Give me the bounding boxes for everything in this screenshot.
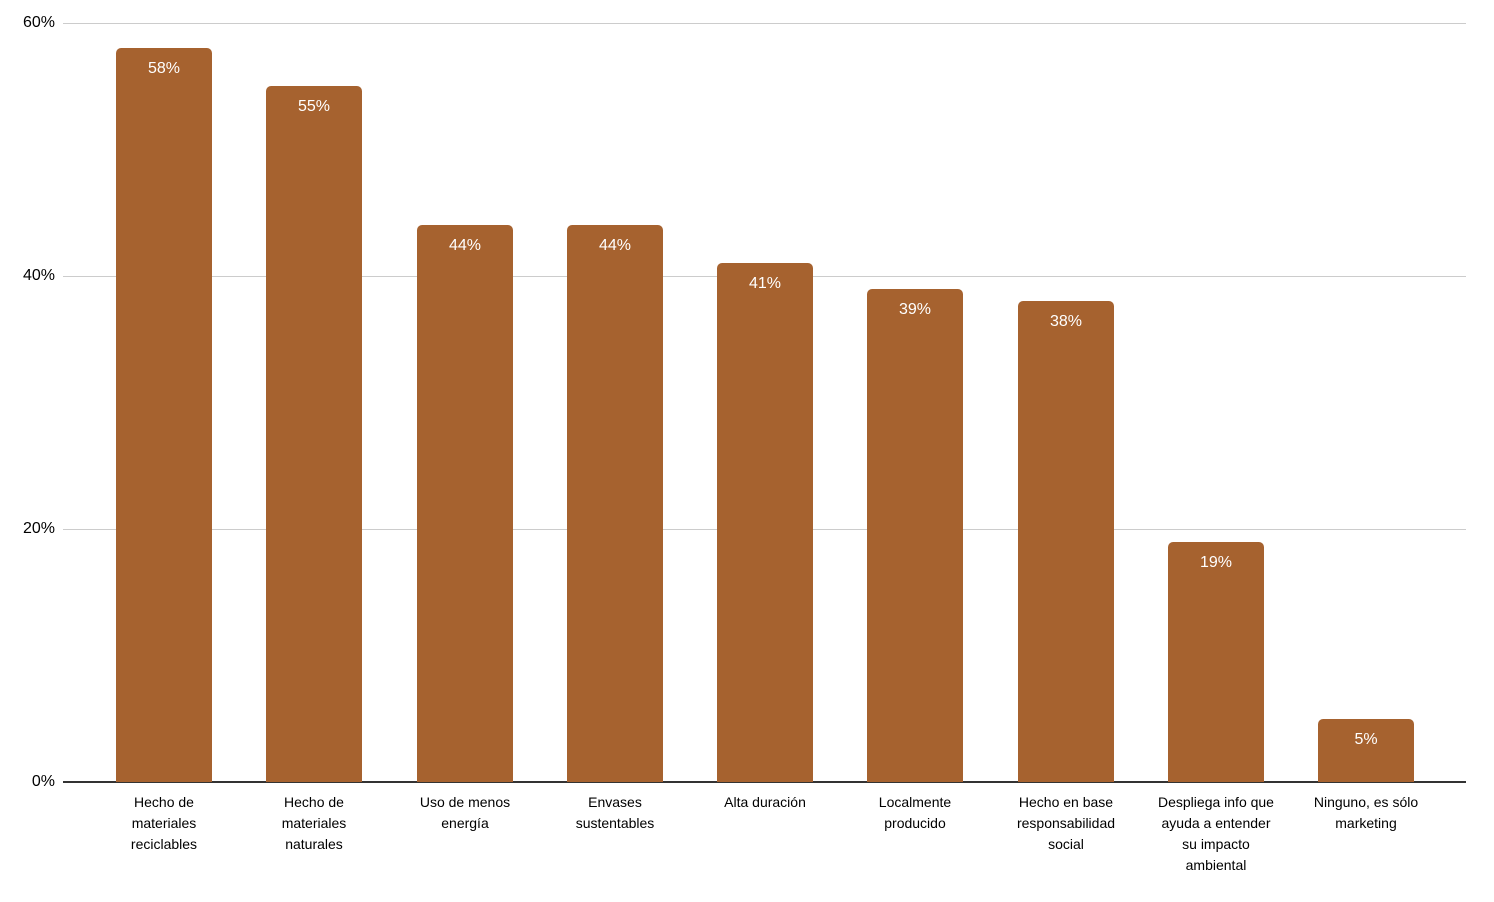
bar-value-label: 5% — [1354, 731, 1378, 748]
y-axis-tick-label: 60% — [22, 14, 55, 31]
x-axis-category-label: Ninguno, es sólo marketing — [1291, 792, 1441, 834]
x-axis-category-label: Envases sustentables — [540, 792, 690, 834]
x-axis-category-label: Alta duración — [690, 792, 840, 813]
x-axis-category-label-text: Hecho de materiales naturales — [281, 794, 347, 852]
gridline — [63, 23, 1466, 24]
bar: 55% — [266, 86, 362, 782]
x-axis-category-label-text: Ninguno, es sólo marketing — [1313, 794, 1419, 831]
x-axis-category-label-text: Uso de menos energía — [419, 794, 511, 831]
bar-value-label: 38% — [1049, 313, 1083, 330]
x-axis-category-label: Localmente producido — [840, 792, 990, 834]
bar-value-label: 58% — [147, 60, 181, 77]
bar: 58% — [116, 48, 212, 782]
x-axis-category-label: Hecho de materiales reciclables — [89, 792, 239, 855]
y-axis-tick-label: 0% — [31, 773, 55, 790]
bar: 19% — [1168, 542, 1264, 782]
x-axis-category-label-text: Hecho de materiales reciclables — [130, 794, 198, 852]
bar: 44% — [417, 225, 513, 782]
x-axis-category-label: Hecho de materiales naturales — [239, 792, 389, 855]
bar: 5% — [1318, 719, 1414, 782]
bar: 38% — [1018, 301, 1114, 782]
bar: 39% — [867, 289, 963, 782]
x-axis-category-label-text: Despliega info que ayuda a entender su i… — [1158, 794, 1274, 873]
bar-value-label: 44% — [448, 237, 482, 254]
x-axis-line — [63, 781, 1466, 783]
x-axis-category-label: Uso de menos energía — [390, 792, 540, 834]
y-axis-tick-label: 20% — [22, 520, 55, 537]
x-axis-category-label-text: Alta duración — [724, 794, 806, 810]
x-axis-category-label-text: Envases sustentables — [575, 794, 655, 831]
bar-value-label: 55% — [297, 98, 331, 115]
bar-value-label: 41% — [748, 275, 782, 292]
bar-value-label: 39% — [898, 301, 932, 318]
bar: 41% — [717, 263, 813, 782]
y-axis-tick-label: 40% — [22, 267, 55, 284]
x-axis-category-label-text: Localmente producido — [878, 794, 952, 831]
bar: 44% — [567, 225, 663, 782]
x-axis-category-label-text: Hecho en base responsabilidad social — [1016, 794, 1116, 852]
x-axis-category-label: Despliega info que ayuda a entender su i… — [1141, 792, 1291, 876]
x-axis-category-label: Hecho en base responsabilidad social — [991, 792, 1141, 855]
bar-value-label: 44% — [598, 237, 632, 254]
bar-value-label: 19% — [1199, 554, 1233, 571]
